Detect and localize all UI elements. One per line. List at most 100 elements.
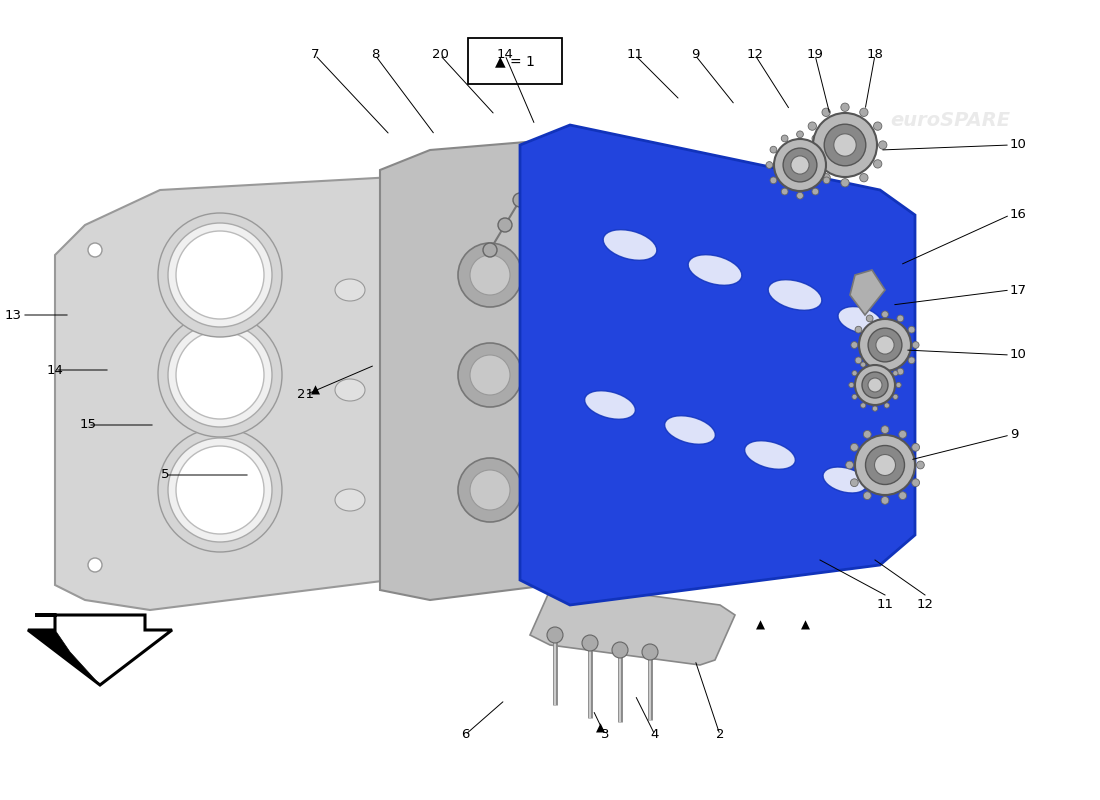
Circle shape bbox=[912, 478, 920, 486]
Ellipse shape bbox=[336, 279, 365, 301]
Ellipse shape bbox=[768, 280, 822, 310]
Text: 13: 13 bbox=[6, 309, 22, 322]
Circle shape bbox=[884, 362, 890, 367]
Circle shape bbox=[781, 135, 788, 142]
Circle shape bbox=[796, 131, 803, 138]
Circle shape bbox=[896, 315, 904, 322]
Circle shape bbox=[834, 134, 856, 156]
Text: 9: 9 bbox=[691, 49, 700, 62]
Circle shape bbox=[783, 148, 817, 182]
Circle shape bbox=[824, 124, 866, 166]
Circle shape bbox=[855, 365, 895, 405]
Circle shape bbox=[582, 635, 598, 651]
Circle shape bbox=[859, 319, 911, 371]
Circle shape bbox=[168, 323, 272, 427]
Circle shape bbox=[872, 358, 878, 364]
Circle shape bbox=[88, 243, 102, 257]
Text: 14: 14 bbox=[46, 363, 64, 377]
Circle shape bbox=[864, 430, 871, 438]
Circle shape bbox=[867, 315, 873, 322]
Circle shape bbox=[909, 326, 915, 333]
Circle shape bbox=[808, 160, 816, 168]
Circle shape bbox=[909, 357, 915, 364]
Ellipse shape bbox=[585, 390, 636, 419]
Text: 16: 16 bbox=[1010, 209, 1027, 222]
Circle shape bbox=[770, 146, 777, 153]
Circle shape bbox=[849, 382, 854, 387]
Circle shape bbox=[852, 394, 857, 399]
Circle shape bbox=[796, 192, 803, 199]
Circle shape bbox=[855, 435, 915, 495]
Text: 9: 9 bbox=[1010, 429, 1019, 442]
Circle shape bbox=[850, 443, 858, 451]
Text: 2: 2 bbox=[716, 729, 724, 742]
Circle shape bbox=[812, 135, 818, 142]
Circle shape bbox=[823, 146, 829, 153]
Circle shape bbox=[822, 174, 830, 182]
Circle shape bbox=[874, 454, 895, 475]
Circle shape bbox=[893, 370, 898, 376]
Circle shape bbox=[812, 188, 818, 195]
Circle shape bbox=[867, 368, 873, 375]
Circle shape bbox=[855, 357, 861, 364]
Circle shape bbox=[158, 213, 282, 337]
Circle shape bbox=[873, 160, 882, 168]
Circle shape bbox=[158, 313, 282, 437]
Circle shape bbox=[774, 139, 826, 191]
Circle shape bbox=[383, 558, 397, 572]
Ellipse shape bbox=[664, 416, 715, 444]
Polygon shape bbox=[379, 140, 580, 600]
Circle shape bbox=[176, 331, 264, 419]
Circle shape bbox=[803, 141, 812, 149]
Ellipse shape bbox=[838, 306, 882, 334]
Text: 6: 6 bbox=[461, 729, 470, 742]
Circle shape bbox=[88, 558, 102, 572]
Text: 18: 18 bbox=[867, 49, 883, 62]
Circle shape bbox=[896, 368, 904, 375]
Circle shape bbox=[840, 103, 849, 111]
Circle shape bbox=[879, 141, 887, 149]
Text: 15: 15 bbox=[79, 418, 97, 431]
Circle shape bbox=[470, 355, 510, 395]
Text: 12: 12 bbox=[747, 49, 763, 62]
Polygon shape bbox=[850, 270, 886, 315]
Ellipse shape bbox=[823, 467, 867, 493]
Ellipse shape bbox=[336, 379, 365, 401]
Circle shape bbox=[899, 430, 906, 438]
Circle shape bbox=[881, 426, 889, 434]
Circle shape bbox=[470, 470, 510, 510]
Text: 20: 20 bbox=[431, 49, 449, 62]
Text: 11: 11 bbox=[877, 598, 893, 611]
Polygon shape bbox=[520, 125, 915, 605]
Circle shape bbox=[458, 243, 522, 307]
Circle shape bbox=[876, 336, 894, 354]
Circle shape bbox=[884, 403, 890, 408]
Circle shape bbox=[781, 188, 788, 195]
Text: ▲: ▲ bbox=[801, 618, 810, 631]
Circle shape bbox=[822, 108, 830, 117]
Text: 14: 14 bbox=[496, 49, 514, 62]
Text: 21: 21 bbox=[297, 389, 313, 402]
Circle shape bbox=[872, 406, 878, 411]
Text: 10: 10 bbox=[1010, 349, 1027, 362]
Text: 12: 12 bbox=[916, 598, 934, 611]
Text: 11: 11 bbox=[627, 49, 644, 62]
Circle shape bbox=[881, 372, 889, 379]
Text: euroSPARE: euroSPARE bbox=[890, 110, 1010, 130]
Text: 7: 7 bbox=[310, 49, 319, 62]
Circle shape bbox=[612, 642, 628, 658]
Ellipse shape bbox=[745, 441, 795, 470]
Text: ▲: ▲ bbox=[310, 383, 319, 397]
Circle shape bbox=[860, 362, 866, 367]
Text: parts since 1985: parts since 1985 bbox=[487, 478, 713, 591]
Polygon shape bbox=[530, 585, 735, 665]
Circle shape bbox=[813, 113, 877, 177]
Circle shape bbox=[873, 122, 882, 130]
Circle shape bbox=[896, 382, 901, 387]
Circle shape bbox=[899, 492, 906, 499]
Circle shape bbox=[383, 183, 397, 197]
Circle shape bbox=[176, 446, 264, 534]
Circle shape bbox=[547, 627, 563, 643]
Circle shape bbox=[823, 177, 829, 184]
Circle shape bbox=[766, 162, 772, 168]
